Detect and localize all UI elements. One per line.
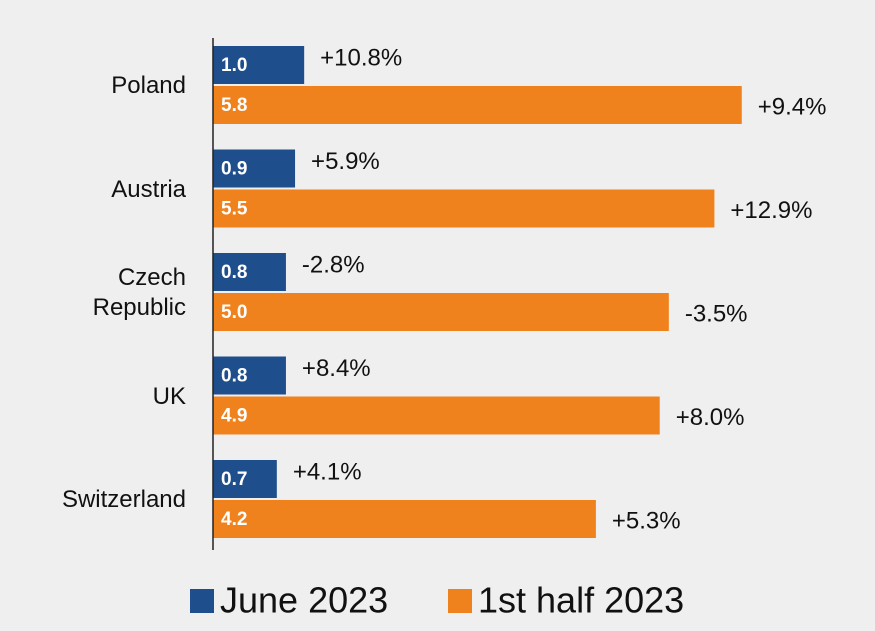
change-label: -2.8%: [302, 251, 365, 278]
value-label: 0.8: [221, 262, 247, 283]
bar: [213, 460, 277, 498]
bar: [213, 189, 715, 228]
value-label: 5.8: [221, 95, 247, 116]
legend-swatch: [448, 589, 472, 613]
change-label: -3.5%: [685, 300, 748, 327]
legend-label: June 2023: [220, 580, 388, 621]
change-label: +9.4%: [758, 93, 827, 120]
bar: [213, 293, 669, 331]
change-label: +10.8%: [320, 44, 402, 71]
value-label: 0.7: [221, 469, 247, 490]
value-label: 4.9: [221, 406, 247, 427]
category-label: Czech Republic: [92, 264, 186, 321]
category-label: UK: [152, 382, 186, 410]
bar: [213, 86, 742, 124]
bar: [213, 356, 286, 395]
bar: [213, 149, 296, 188]
value-label: 5.5: [221, 199, 248, 220]
bar: [213, 396, 660, 435]
change-label: +8.4%: [302, 355, 371, 382]
change-label: +5.3%: [612, 507, 681, 534]
value-label: 5.0: [221, 302, 247, 323]
bar: [213, 46, 305, 84]
bar: [213, 500, 596, 538]
change-label: +5.9%: [311, 148, 380, 175]
category-label: Poland: [111, 72, 186, 99]
change-label: +8.0%: [676, 404, 745, 431]
bar: [213, 253, 286, 291]
change-label: +12.9%: [730, 197, 812, 224]
legend-swatch: [190, 589, 214, 613]
value-label: 0.8: [221, 366, 247, 387]
change-label: +4.1%: [293, 458, 362, 485]
value-label: 1.0: [221, 55, 247, 76]
category-label: Austria: [111, 175, 186, 203]
category-label: Switzerland: [61, 486, 186, 513]
value-label: 0.9: [221, 159, 247, 180]
legend-label: 1st half 2023: [478, 580, 684, 621]
value-label: 4.2: [221, 509, 247, 530]
